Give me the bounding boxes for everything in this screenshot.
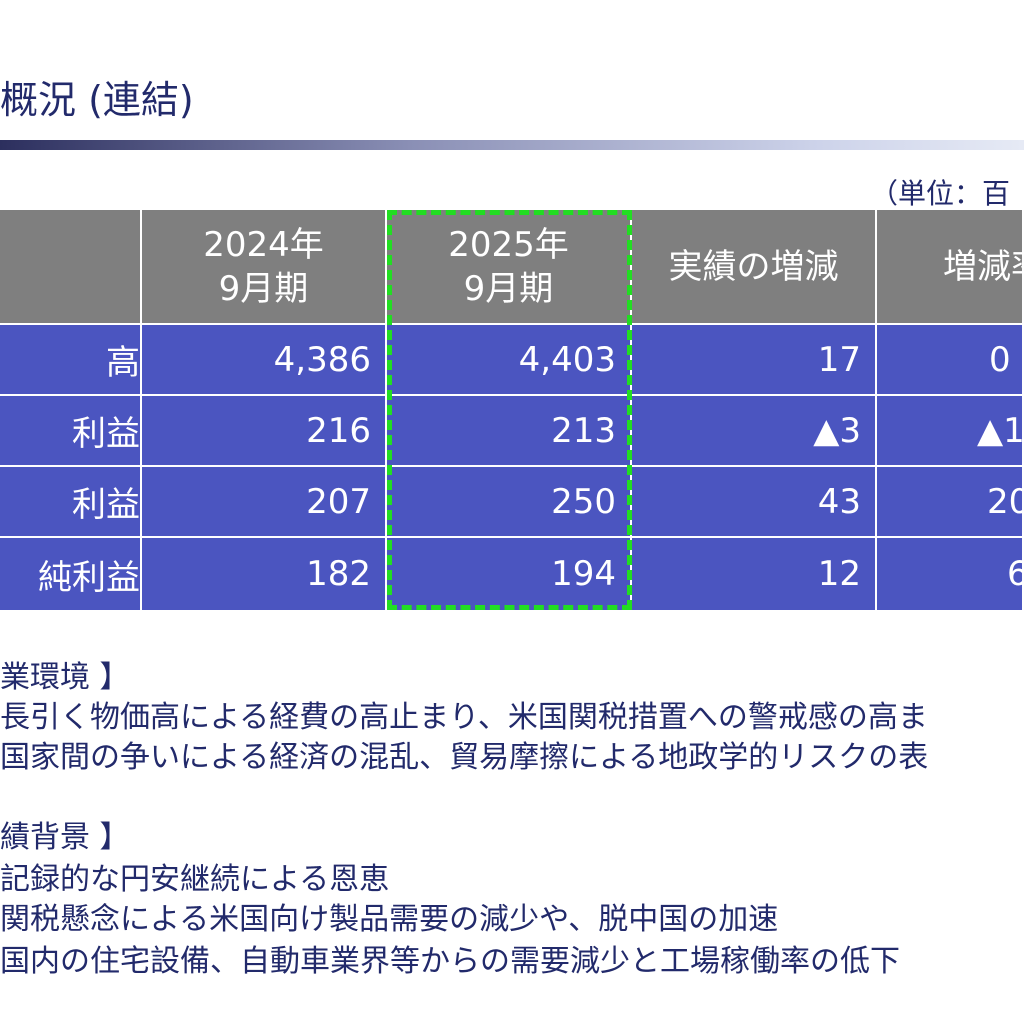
background-line: 記録的な円安継続による恩恵	[0, 862, 390, 897]
cell-rate-text: 6	[1007, 554, 1022, 594]
cell-rate-text: ▲1	[977, 410, 1024, 451]
environment-line: 国家間の争いによる経済の混乱、貿易摩擦による地政学的リスクの表	[0, 740, 929, 775]
cell-rate: 0	[877, 323, 1024, 394]
background-heading: 績背景 】	[0, 820, 130, 855]
cell-2025: 213	[387, 394, 632, 465]
header-cell-diff: 実績の増減	[632, 210, 877, 323]
header-2025-line1: 2025年	[448, 224, 569, 265]
row-label-text: 利益	[72, 485, 140, 525]
results-table: 2024年 9月期 2025年 9月期 実績の増減 増減率 高 4,386 4,…	[0, 210, 1024, 610]
cell-rate: ▲1	[877, 394, 1024, 465]
row-label-text: 純利益	[38, 557, 140, 598]
cell-2024: 216	[142, 394, 387, 465]
header-diff-label: 実績の増減	[668, 246, 839, 287]
title-underline	[0, 140, 1024, 150]
cell-rate-text: 20	[987, 481, 1022, 522]
cell-2025: 4,403	[387, 323, 632, 394]
cell-rate: 6	[877, 536, 1024, 610]
cell-2024: 182	[142, 536, 387, 610]
row-label: 純利益	[0, 536, 142, 610]
header-cell-2024: 2024年 9月期	[142, 210, 387, 323]
header-cell-label	[0, 210, 142, 323]
cell-diff: ▲3	[632, 394, 877, 465]
header-2024-line1: 2024年	[203, 224, 324, 265]
cell-rate-text: 0	[989, 339, 1011, 380]
environment-line: 長引く物価高による経費の高止まり、米国関税措置への警戒感の高ま	[0, 700, 928, 735]
page-title: 概況 (連結)	[0, 78, 194, 122]
row-label-text: 高	[106, 343, 140, 383]
header-cell-rate: 増減率	[877, 210, 1024, 323]
cell-diff: 43	[632, 465, 877, 536]
row-label: 利益	[0, 465, 142, 536]
row-label-text: 利益	[72, 414, 140, 454]
cell-2025: 250	[387, 465, 632, 536]
header-2024-line2: 9月期	[218, 268, 309, 309]
cell-rate: 20	[877, 465, 1024, 536]
cell-diff: 12	[632, 536, 877, 610]
cell-diff: 17	[632, 323, 877, 394]
cell-2024: 207	[142, 465, 387, 536]
header-2025-line2: 9月期	[463, 268, 554, 309]
header-cell-2025: 2025年 9月期	[387, 210, 632, 323]
environment-heading: 業環境 】	[0, 660, 130, 695]
header-rate-label: 増減率	[943, 246, 1022, 287]
row-label: 利益	[0, 394, 142, 465]
cell-2025: 194	[387, 536, 632, 610]
unit-label: （単位：百	[870, 177, 1011, 210]
row-label: 高	[0, 323, 142, 394]
background-line: 国内の住宅設備、自動車業界等からの需要減少と工場稼働率の低下	[0, 944, 900, 979]
background-line: 関税懸念による米国向け製品需要の減少や、脱中国の加速	[0, 902, 779, 937]
cell-2024: 4,386	[142, 323, 387, 394]
